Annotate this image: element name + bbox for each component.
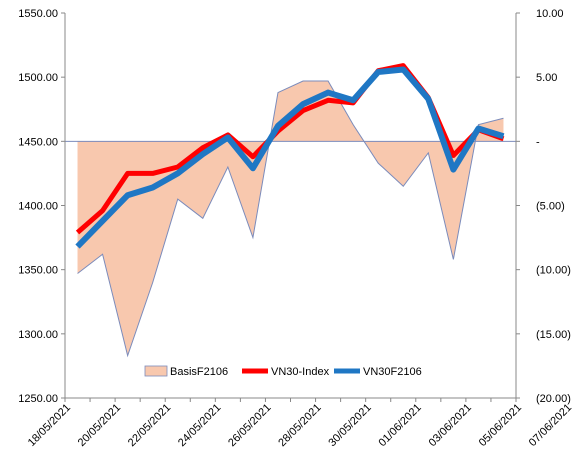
legend-label: VN30-Index [271, 366, 330, 378]
x-tick-label: 30/05/2021 [326, 402, 373, 449]
left-tick-label: 1250.00 [18, 393, 58, 405]
x-tick-label: 20/05/2021 [76, 402, 123, 449]
x-tick-label: 22/05/2021 [126, 402, 173, 449]
x-tick-label: 05/06/2021 [477, 402, 524, 449]
basis-area-outline [77, 80, 504, 358]
left-tick-label: 1550.00 [18, 8, 58, 20]
right-tick-label: (20.00) [536, 393, 571, 405]
right-tick-label: (15.00) [536, 329, 571, 341]
right-tick-label: (5.00) [536, 201, 565, 213]
right-tick-label: 10.00 [536, 8, 564, 20]
right-tick-label: - [536, 136, 540, 148]
left-tick-label: 1500.00 [18, 72, 58, 84]
right-tick-label: 5.00 [536, 72, 557, 84]
right-tick-label: (10.00) [536, 265, 571, 277]
x-tick-label: 26/05/2021 [226, 402, 273, 449]
x-tick-label: 07/06/2021 [527, 402, 574, 449]
legend-label: BasisF2106 [170, 366, 228, 378]
x-tick-label: 18/05/2021 [26, 402, 73, 449]
legend-label: VN30F2106 [363, 366, 422, 378]
left-tick-label: 1400.00 [18, 201, 58, 213]
x-tick-label: 01/06/2021 [376, 402, 423, 449]
left-tick-label: 1350.00 [18, 265, 58, 277]
left-tick-label: 1300.00 [18, 329, 58, 341]
x-tick-label: 24/05/2021 [176, 402, 223, 449]
x-tick-label: 03/06/2021 [427, 402, 474, 449]
series-line-vn30f2106 [75, 66, 505, 249]
x-tick-label: 28/05/2021 [276, 402, 323, 449]
basis-area-fill [77, 81, 504, 356]
legend-swatch [144, 365, 168, 377]
left-tick-label: 1450.00 [18, 136, 58, 148]
